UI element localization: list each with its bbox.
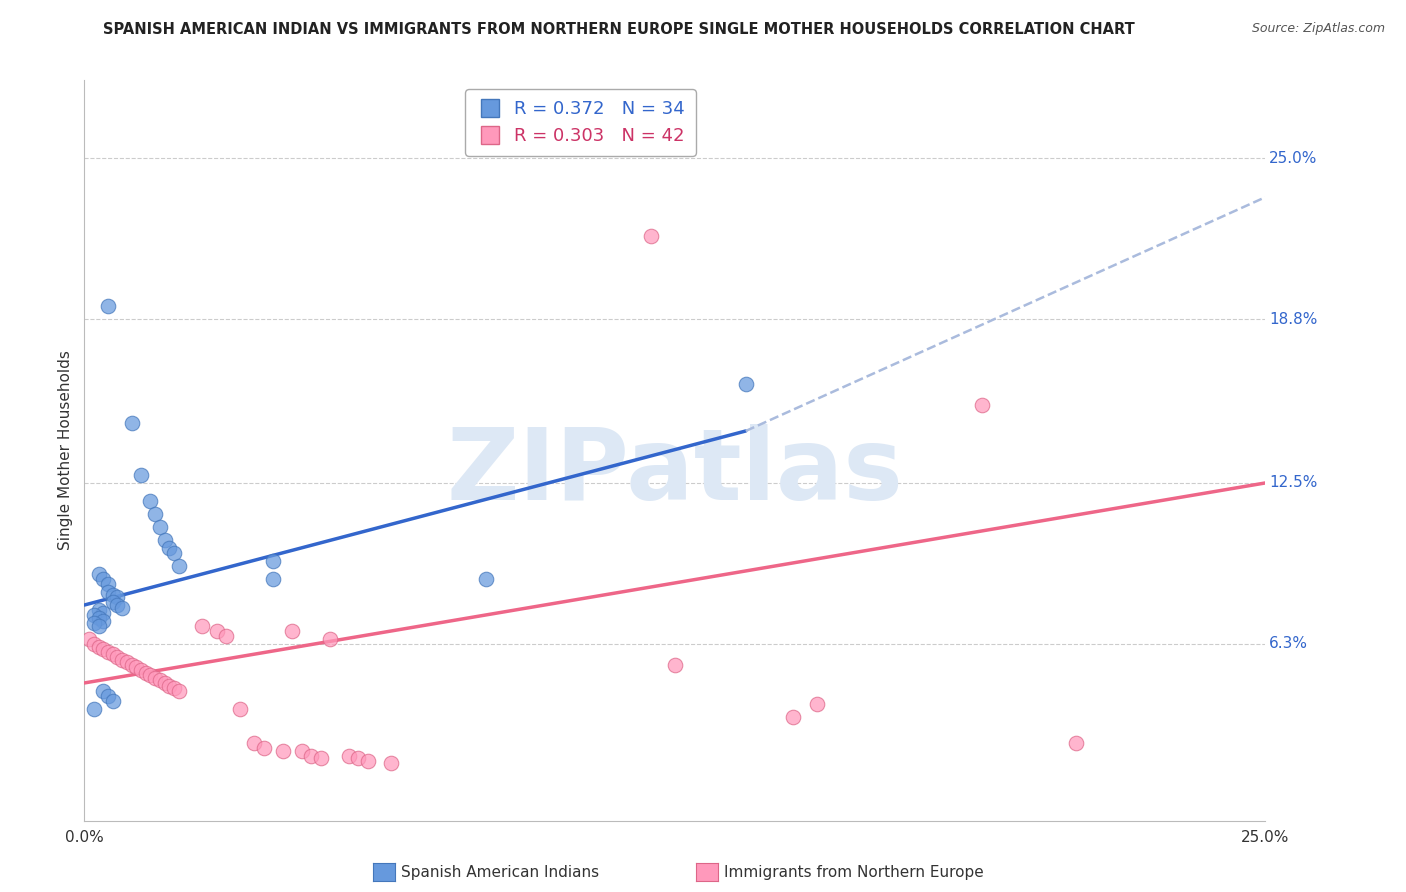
Point [97, 689, 120, 703]
Point [97, 645, 120, 659]
Point [782, 710, 804, 724]
Point [205, 624, 228, 638]
Point [299, 748, 322, 763]
Text: 25.0%: 25.0% [1270, 151, 1317, 166]
Point [163, 546, 186, 560]
Point [163, 681, 186, 695]
Point [309, 751, 332, 765]
Point [115, 655, 138, 669]
Point [91, 642, 114, 657]
Point [734, 377, 756, 392]
Text: 6.3%: 6.3% [1270, 637, 1308, 651]
Point [149, 520, 172, 534]
Point [97, 299, 120, 313]
Point [253, 740, 276, 755]
Point [281, 624, 304, 638]
Point [91, 572, 114, 586]
Text: 12.5%: 12.5% [1270, 475, 1317, 491]
Point [271, 743, 294, 757]
Text: ZIPatlas: ZIPatlas [447, 425, 903, 521]
Point [87, 619, 110, 633]
Point [83, 616, 105, 631]
Y-axis label: Single Mother Households: Single Mother Households [58, 351, 73, 550]
Point [107, 598, 129, 612]
Point [806, 697, 828, 711]
Point [107, 591, 129, 605]
Point [83, 637, 105, 651]
Point [640, 229, 662, 244]
Point [139, 494, 162, 508]
Point [139, 668, 162, 682]
Point [291, 743, 314, 757]
Point [101, 595, 124, 609]
Point [262, 554, 284, 568]
Legend: R = 0.372   N = 34, R = 0.303   N = 42: R = 0.372 N = 34, R = 0.303 N = 42 [465, 89, 696, 156]
Point [475, 572, 498, 586]
Point [229, 702, 252, 716]
Point [262, 572, 284, 586]
Point [319, 632, 342, 646]
Point [87, 640, 110, 654]
Point [135, 665, 157, 680]
Text: SPANISH AMERICAN INDIAN VS IMMIGRANTS FROM NORTHERN EUROPE SINGLE MOTHER HOUSEHO: SPANISH AMERICAN INDIAN VS IMMIGRANTS FR… [103, 22, 1135, 37]
Point [101, 694, 124, 708]
Point [149, 673, 172, 688]
Point [101, 648, 124, 662]
Point [87, 566, 110, 581]
Point [107, 650, 129, 665]
Point [347, 751, 370, 765]
Point [129, 468, 152, 483]
Point [167, 559, 190, 574]
Point [1066, 736, 1088, 750]
Point [157, 541, 180, 555]
Point [970, 398, 993, 412]
Point [83, 702, 105, 716]
Point [91, 683, 114, 698]
Point [357, 754, 380, 768]
Point [153, 533, 176, 547]
Point [121, 416, 143, 430]
Point [97, 577, 120, 591]
Text: 18.8%: 18.8% [1270, 312, 1317, 326]
Point [87, 611, 110, 625]
Point [111, 652, 134, 666]
Point [125, 660, 148, 674]
Point [380, 756, 402, 771]
Point [143, 671, 166, 685]
Point [157, 679, 180, 693]
Text: Immigrants from Northern Europe: Immigrants from Northern Europe [724, 865, 984, 880]
Point [191, 619, 214, 633]
Point [87, 603, 110, 617]
Point [97, 585, 120, 599]
Point [91, 614, 114, 628]
Point [101, 588, 124, 602]
Text: Spanish American Indians: Spanish American Indians [401, 865, 599, 880]
Point [215, 629, 238, 643]
Point [243, 736, 266, 750]
Point [337, 748, 360, 763]
Point [167, 683, 190, 698]
Point [83, 608, 105, 623]
Point [153, 676, 176, 690]
Point [143, 507, 166, 521]
Text: Source: ZipAtlas.com: Source: ZipAtlas.com [1251, 22, 1385, 36]
Point [111, 600, 134, 615]
Point [664, 657, 686, 672]
Point [121, 657, 143, 672]
Point [129, 663, 152, 677]
Point [77, 632, 100, 646]
Point [91, 606, 114, 620]
